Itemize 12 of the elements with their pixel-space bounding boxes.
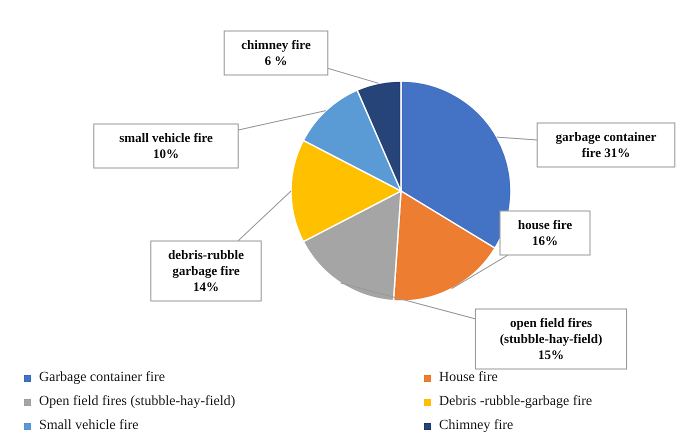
legend-label: Chimney fire [439, 418, 514, 434]
legend-label: Debris -rubble-garbage fire [439, 394, 592, 410]
legend-label: Garbage container fire [39, 370, 165, 386]
legend-label: House fire [439, 370, 498, 386]
data-label: small vehicle fire 10% [119, 130, 214, 161]
data-label: open field fires (stubble-hay-field) 15% [500, 314, 602, 362]
data-label: garbage container fire 31% [556, 128, 657, 160]
legend-label: Open field fires (stubble-hay-field) [39, 394, 236, 410]
data-label: debris-rubble garbage fire 14% [168, 246, 244, 294]
data-label: chimney fire 6 % [241, 36, 311, 68]
legend-label: Small vehicle fire [39, 418, 139, 434]
data-label: house fire 16% [518, 216, 572, 248]
